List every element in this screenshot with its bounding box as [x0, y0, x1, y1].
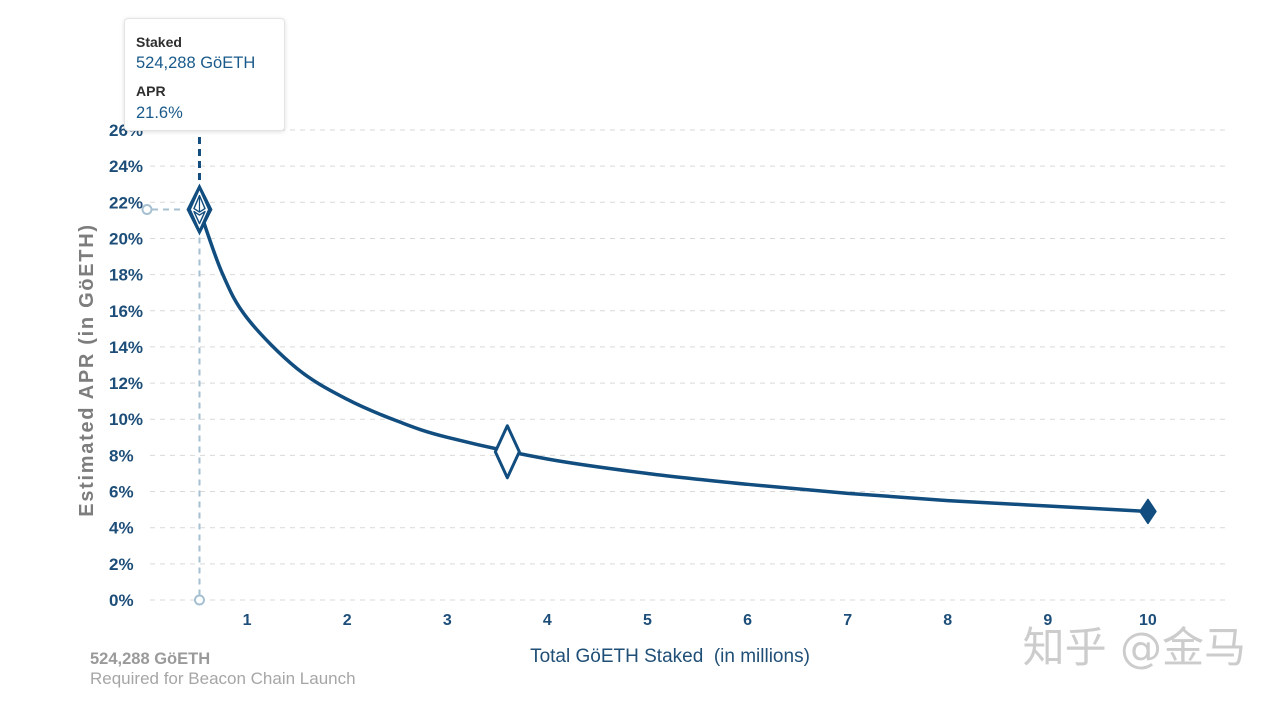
ethereum-diamond-icon[interactable]	[186, 183, 213, 236]
y-tick-label: 0%	[109, 591, 134, 610]
filled-diamond-icon[interactable]	[1139, 498, 1157, 525]
launch-threshold-caption: Required for Beacon Chain Launch	[90, 669, 356, 688]
y-tick-label: 10%	[109, 410, 143, 429]
apr-curve[interactable]	[197, 207, 1150, 514]
y-tick-label: 22%	[109, 193, 143, 212]
y-tick-label: 18%	[109, 266, 143, 285]
y-tick-label: 14%	[109, 338, 143, 357]
y-tick-label: 6%	[109, 483, 134, 502]
x-tick-label: 10	[1139, 612, 1157, 629]
launch-threshold-value: 524,288 GöETH	[90, 650, 211, 668]
y-tick-label: 8%	[109, 446, 134, 465]
tooltip-staked-value: 524,288 GöETH	[136, 54, 256, 72]
x-tick-label: 8	[943, 612, 952, 629]
x-tick-label: 2	[343, 612, 352, 629]
curve-markers	[186, 183, 1157, 525]
tooltip-staked-label: Staked	[136, 34, 182, 50]
x-tick-label: 4	[543, 612, 552, 629]
guide-end-circle-y-axis	[141, 204, 153, 216]
marker-fill	[1139, 498, 1157, 525]
ethereum-logo-lower	[193, 210, 206, 225]
x-axis-ticks: 1 2 3 4 5 6 7 8 9 10	[243, 612, 1157, 629]
gridlines	[150, 129, 1228, 601]
x-tick-label: 9	[1043, 612, 1052, 629]
x-tick-label: 6	[743, 612, 752, 629]
x-tick-label: 7	[843, 612, 852, 629]
y-axis-ticks: 0%2%4%6%8%10%12%14%16%18%20%22%24%26%	[109, 121, 143, 610]
y-tick-label: 2%	[109, 555, 134, 574]
hollow-diamond-icon[interactable]	[493, 424, 521, 480]
y-tick-label: 20%	[109, 229, 143, 248]
x-tick-label: 5	[643, 612, 652, 629]
data-tooltip: Staked 524,288 GöETH APR 21.6%	[124, 18, 285, 131]
x-axis-title: Total GöETH Staked (in millions)	[530, 646, 810, 667]
y-tick-label: 16%	[109, 302, 143, 321]
guide-end-circle-x-axis	[193, 594, 205, 606]
highlight-guides	[141, 137, 205, 606]
x-tick-label: 3	[443, 612, 452, 629]
tooltip-apr-label: APR	[136, 83, 166, 99]
x-tick-label: 1	[243, 612, 252, 629]
y-tick-label: 4%	[109, 519, 134, 538]
y-tick-label: 12%	[109, 374, 143, 393]
y-tick-label: 24%	[109, 157, 143, 176]
tooltip-apr-value: 21.6%	[136, 104, 183, 122]
watermark-text: 知乎 @金马	[1022, 623, 1246, 672]
marker-outline	[493, 424, 521, 480]
y-axis-title: Estimated APR (in GöETH)	[76, 223, 98, 516]
